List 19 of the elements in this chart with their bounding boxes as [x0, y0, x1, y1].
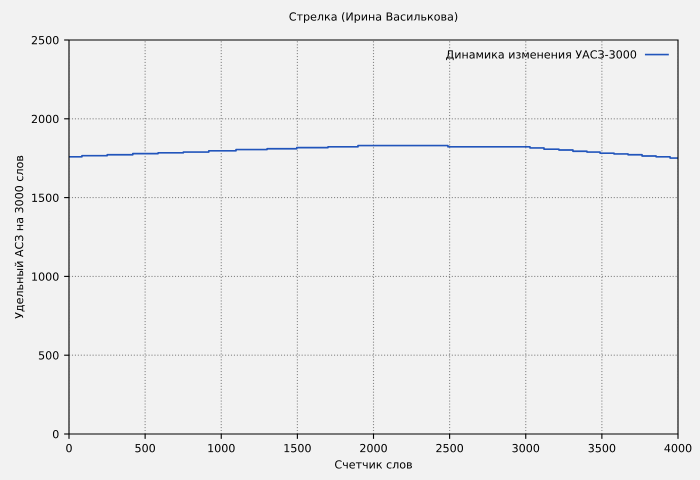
x-axis-title: Счетчик слов — [335, 460, 412, 469]
y-tick-label: 500 — [38, 351, 59, 360]
chart-title: Стрелка (Ирина Василькова) — [289, 12, 458, 23]
y-tick-label: 0 — [52, 430, 59, 438]
x-tick-label: 1500 — [284, 444, 311, 452]
x-tick-label: 4000 — [664, 444, 692, 452]
legend-label: Динамика изменения УАСЗ-3000 — [446, 50, 636, 60]
x-tick-label: 3000 — [512, 444, 540, 452]
x-tick-label: 2500 — [436, 444, 464, 452]
y-tick-label: 2500 — [32, 36, 59, 44]
x-tick-label: 500 — [135, 444, 155, 452]
y-tick-label: 2000 — [32, 114, 59, 124]
y-tick-label: 1000 — [32, 272, 59, 281]
y-tick-label: 1500 — [32, 194, 59, 202]
x-tick-label: 3500 — [588, 444, 616, 452]
x-tick-label: 0 — [66, 444, 72, 452]
y-axis-title: Удельный АСЗ на 3000 слов — [14, 156, 25, 319]
x-tick-label: 1000 — [208, 444, 235, 452]
x-tick-label: 2000 — [360, 444, 387, 452]
